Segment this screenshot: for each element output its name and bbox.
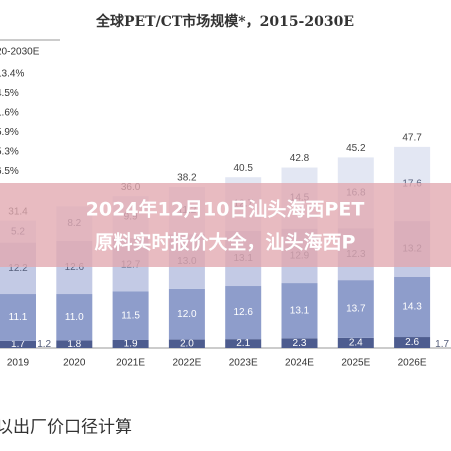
banner (0, 183, 451, 267)
bar-segment (337, 280, 374, 338)
side-label: 1.6% (0, 108, 19, 119)
x-tick-label: 2019 (7, 358, 30, 369)
bar-segment (112, 291, 149, 340)
side-header: 20-2030E (0, 47, 40, 58)
x-tick-label: 2025E (341, 358, 370, 369)
bar-segment (56, 340, 93, 348)
bar-segment (394, 276, 431, 338)
bar-segment (281, 283, 318, 339)
banner-line: 2024年12月10日汕头海西PET (86, 198, 365, 221)
total-label: 42.8 (290, 153, 310, 164)
bar-segment (168, 339, 205, 348)
banner-line: 原料实时报价大全，汕头海西P (95, 231, 356, 254)
side-label: 4.5% (0, 88, 19, 99)
outside-label: 1.7 (435, 339, 449, 350)
footnote: 以出厂价口径计算 (0, 418, 132, 438)
segment-label: 12.2 (8, 263, 28, 274)
segment-label: 2.1 (236, 338, 250, 349)
bar-segment (394, 337, 431, 348)
segment-label: 12.6 (65, 262, 85, 273)
segment-label: 2.6 (405, 337, 419, 348)
segment-label: 2.4 (349, 338, 363, 349)
segment-label: 1.8 (67, 339, 81, 350)
segment-label: 1.7 (11, 339, 25, 350)
segment-label: 14.3 (402, 302, 422, 313)
total-label: 45.2 (346, 143, 366, 154)
segment-label: 13.7 (346, 304, 366, 315)
segment-label: 1.9 (124, 339, 138, 350)
bar-segment (225, 286, 262, 340)
total-label: 40.5 (233, 163, 253, 174)
chart-title: 全球PET/CT市场规模*，2015-2030E (95, 13, 354, 30)
x-tick-label: 2022E (172, 358, 201, 369)
total-label: 47.7 (402, 133, 422, 144)
segment-label: 11.1 (9, 312, 28, 323)
segment-label: 12.6 (233, 307, 253, 318)
bar-segment (168, 288, 205, 340)
x-tick-label: 2021E (116, 358, 145, 369)
bar-segment (0, 340, 36, 348)
side-label: 5.9% (0, 127, 19, 138)
bar-segment (112, 339, 149, 348)
bar-segment (0, 294, 36, 341)
x-tick-label: 2020 (63, 358, 86, 369)
segment-label: 11.5 (121, 310, 140, 321)
x-tick-label: 2026E (398, 358, 427, 369)
total-label: 38.2 (177, 173, 197, 184)
x-tick-label: 2023E (229, 358, 258, 369)
segment-label: 12.0 (177, 309, 197, 320)
bar-segment (281, 338, 318, 348)
side-label: 13.4% (0, 69, 24, 80)
segment-label: 11.0 (65, 312, 84, 323)
bar-segment (56, 294, 93, 341)
bar-segment (225, 339, 262, 348)
segment-label: 2.0 (180, 338, 194, 349)
outside-label: 1.2 (37, 339, 51, 350)
x-tick-label: 2024E (285, 358, 314, 369)
segment-label: 13.1 (290, 305, 310, 316)
side-label: 5.3% (0, 147, 19, 158)
side-label: 6.5% (0, 166, 19, 177)
segment-label: 2.3 (293, 338, 307, 349)
bar-segment (337, 337, 374, 348)
